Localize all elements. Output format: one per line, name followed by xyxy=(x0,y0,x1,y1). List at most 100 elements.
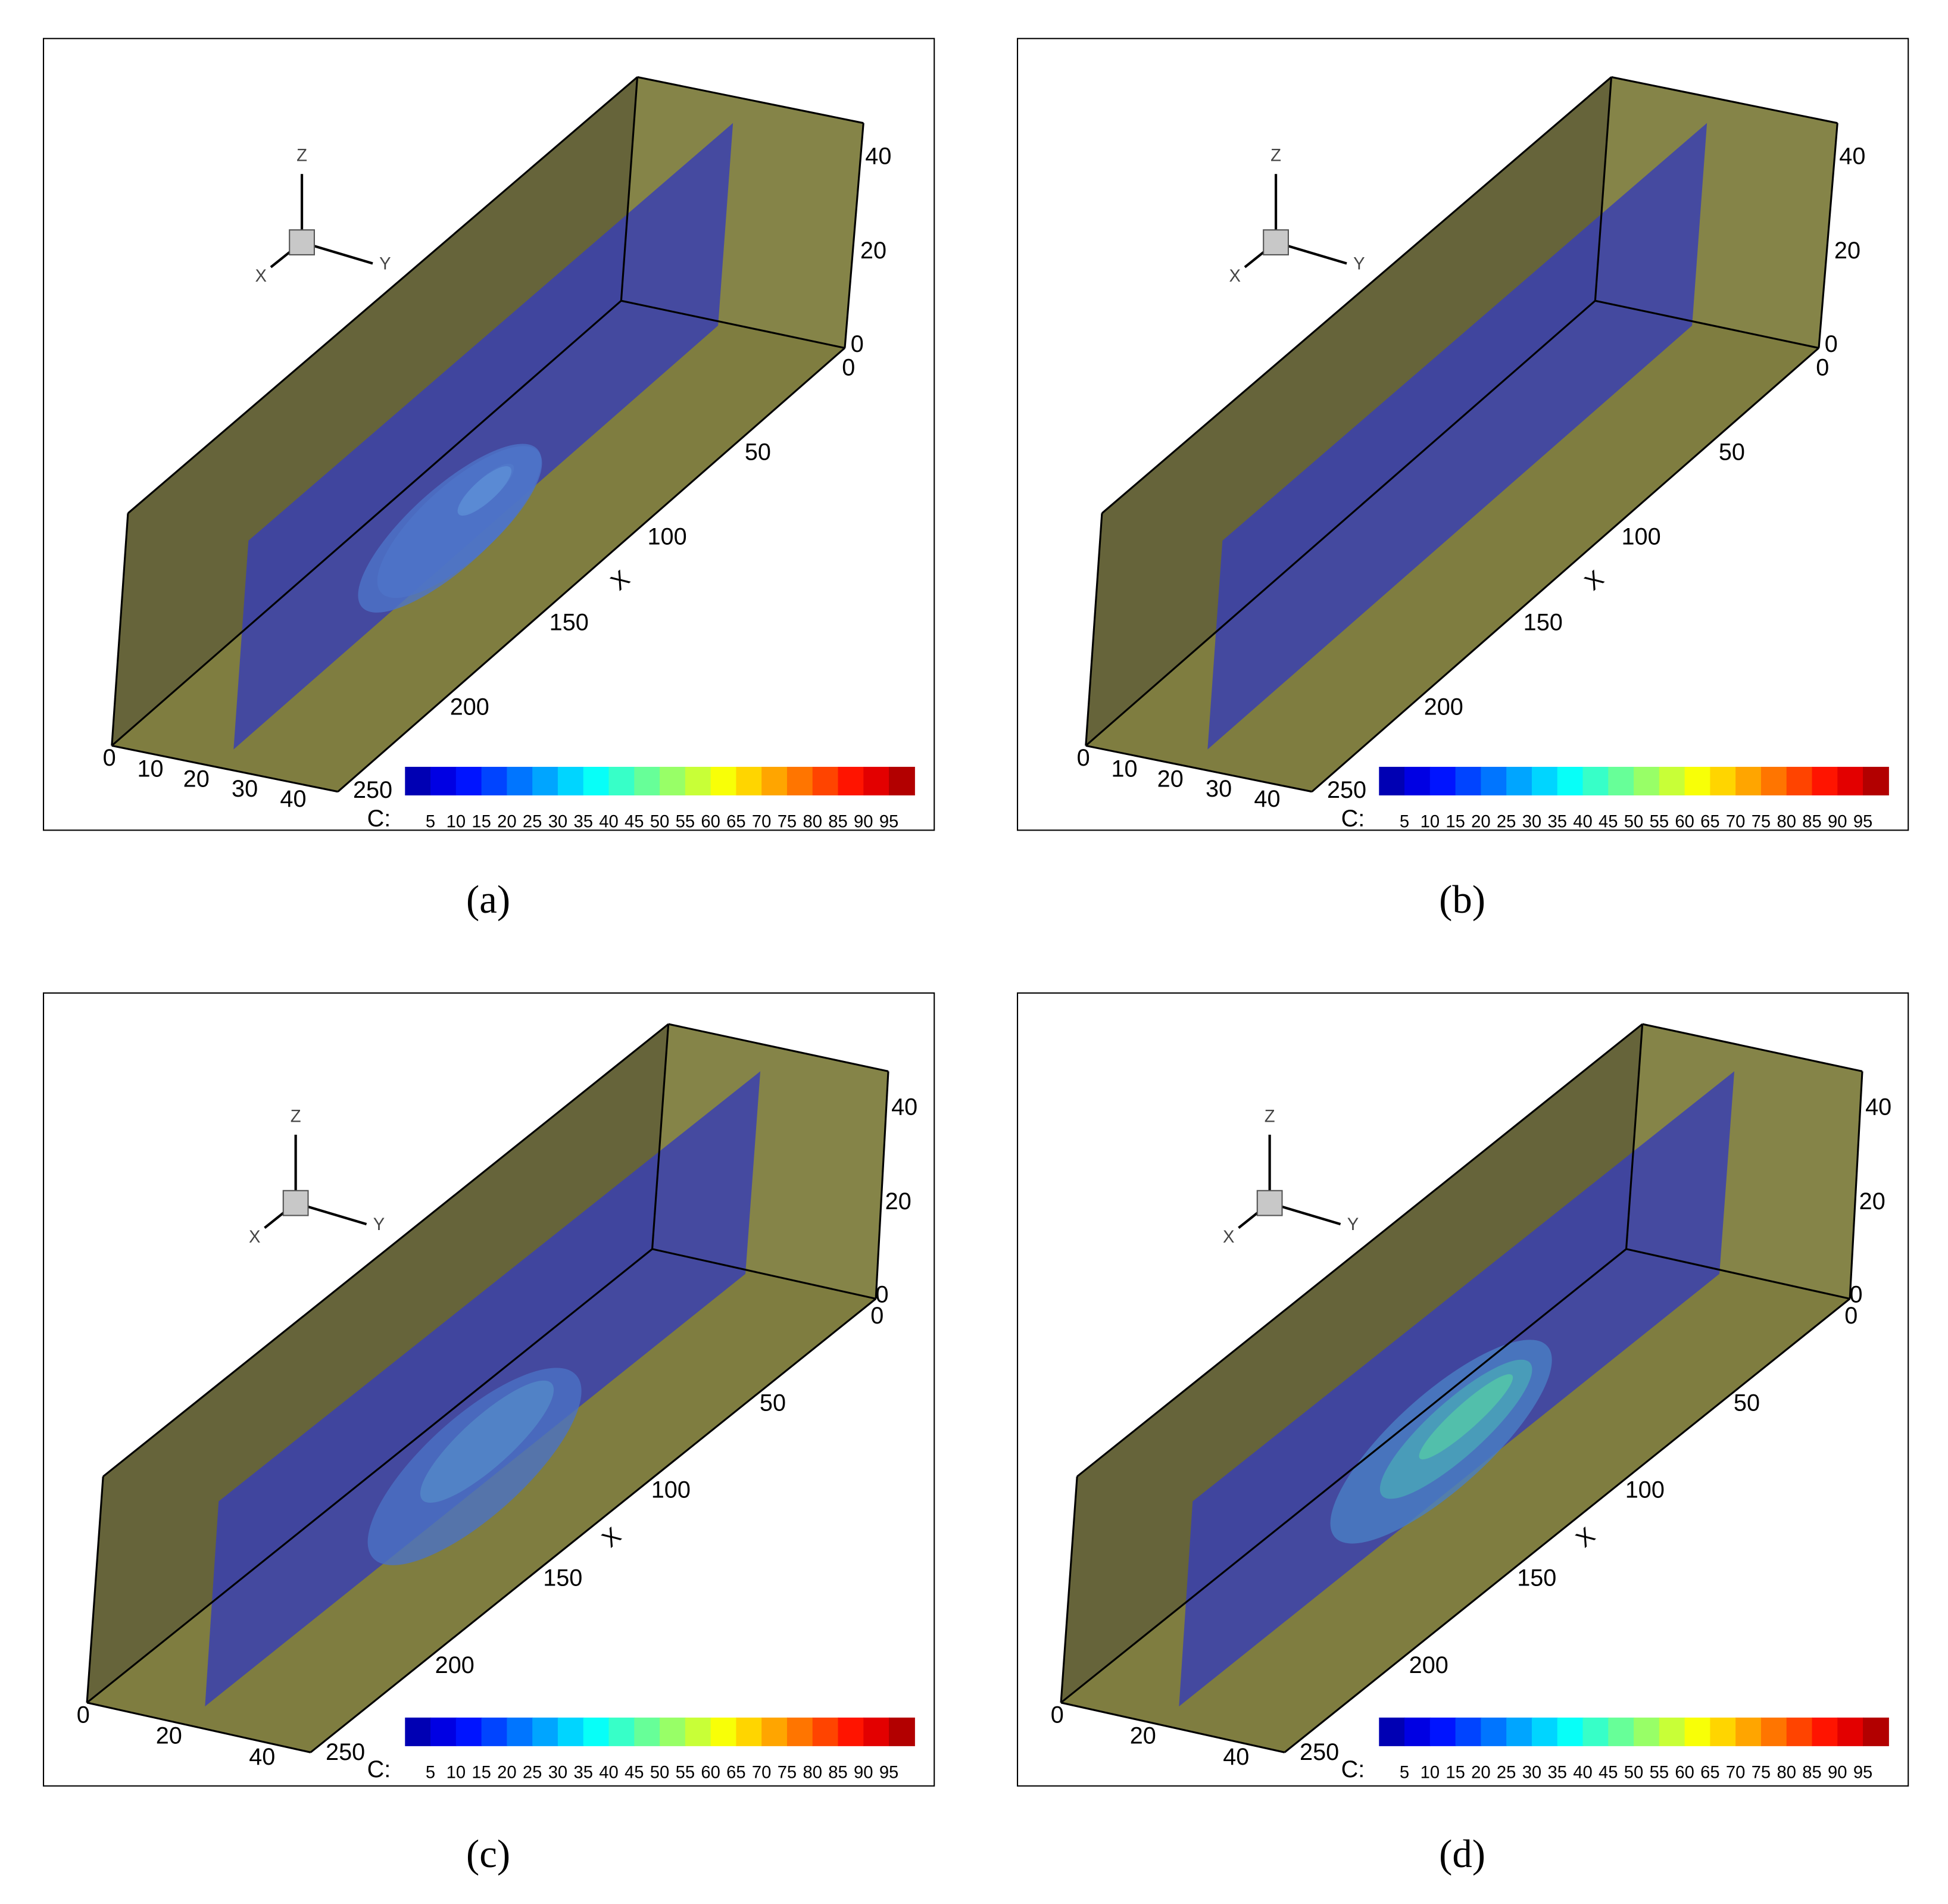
colorbar-label: 10 xyxy=(1421,1763,1440,1783)
colorbar-label: 40 xyxy=(1573,1763,1592,1783)
colorbar-band xyxy=(1659,766,1685,795)
colorbar-label: 40 xyxy=(1573,813,1592,832)
colorbar-label: 35 xyxy=(1547,813,1566,832)
colorbar-band xyxy=(608,1717,635,1746)
colorbar-label: 60 xyxy=(701,813,720,832)
colorbar-band xyxy=(455,1717,482,1746)
colorbar-label: 25 xyxy=(1497,813,1516,832)
colorbar-band xyxy=(736,1717,763,1746)
colorbar-band xyxy=(838,1717,864,1746)
box-edge xyxy=(337,347,846,792)
colorbar-band xyxy=(1837,766,1864,795)
colorbar-band xyxy=(1735,766,1762,795)
colorbar-label: 40 xyxy=(599,1763,618,1783)
colorbar-band xyxy=(481,766,508,795)
colorbar-label: 50 xyxy=(1624,1763,1643,1783)
x-tick-label: 0 xyxy=(842,354,855,380)
colorbar-band xyxy=(1634,766,1660,795)
colorbar-band xyxy=(557,766,584,795)
colorbar-label: 90 xyxy=(854,1763,873,1783)
y-tick-label: 20 xyxy=(183,766,210,792)
colorbar-label: 60 xyxy=(701,1763,720,1783)
colorbar-band xyxy=(1634,1717,1660,1746)
colorbar-label: 95 xyxy=(1853,813,1872,832)
colorbar-band xyxy=(685,1717,711,1746)
y-tick-label: 20 xyxy=(1130,1723,1156,1749)
colorbar-band xyxy=(1429,766,1456,795)
colorbar-band xyxy=(1531,1717,1558,1746)
colorbar-band xyxy=(1812,766,1838,795)
colorbar-label: 50 xyxy=(650,813,669,832)
colorbar-band xyxy=(1786,1717,1813,1746)
colorbar-band xyxy=(1506,1717,1532,1746)
colorbar-band xyxy=(1582,1717,1609,1746)
x-tick-label: 150 xyxy=(1517,1565,1556,1591)
triad-label: X xyxy=(1229,267,1240,286)
box-edge xyxy=(668,1023,889,1072)
x-tick-label: 0 xyxy=(1816,354,1829,380)
colorbar-label: 10 xyxy=(447,1763,466,1783)
colorbar-label: 15 xyxy=(1446,1763,1465,1783)
box-edge xyxy=(1625,1023,1644,1250)
colorbar-band xyxy=(532,766,558,795)
box-edge xyxy=(1085,744,1312,793)
x-tick-label: 250 xyxy=(1327,777,1366,803)
colorbar-band xyxy=(1837,1717,1864,1746)
box-edge xyxy=(652,1248,876,1300)
x-tick-label: 200 xyxy=(435,1652,474,1678)
colorbar-band xyxy=(1582,766,1609,795)
triad-label: Z xyxy=(1270,146,1281,166)
colorbar-label: 55 xyxy=(676,1763,695,1783)
x-tick-label: 200 xyxy=(1409,1652,1448,1678)
box-edge xyxy=(651,1023,670,1250)
colorbar-band xyxy=(532,1717,558,1746)
x-tick-label: 100 xyxy=(651,1477,691,1503)
box-edge xyxy=(111,299,622,747)
colorbar-label: 45 xyxy=(1599,1763,1618,1783)
colorbar-band xyxy=(786,766,813,795)
z-tick-label: 20 xyxy=(885,1188,911,1215)
colorbar-label: 55 xyxy=(1650,813,1669,832)
colorbar-band xyxy=(1863,1717,1889,1746)
colorbar-band xyxy=(1608,766,1635,795)
colorbar-band xyxy=(1812,1717,1838,1746)
colorbar-band xyxy=(1608,1717,1635,1746)
colorbar-label: 80 xyxy=(1777,813,1796,832)
colorbar-band xyxy=(1455,1717,1482,1746)
colorbar-label: 70 xyxy=(752,1763,771,1783)
colorbar-band xyxy=(889,766,915,795)
x-tick-label: 100 xyxy=(1625,1477,1665,1503)
colorbar-band xyxy=(507,766,533,795)
y-tick-label: 0 xyxy=(77,1702,90,1728)
triad-label: Y xyxy=(373,1215,385,1234)
box-edge xyxy=(1594,77,1613,301)
colorbar-band xyxy=(1557,1717,1584,1746)
x-tick-label: 250 xyxy=(353,777,392,803)
box-edge xyxy=(1085,513,1103,746)
colorbar-label: 5 xyxy=(1400,813,1409,832)
y-tick-label: 40 xyxy=(280,786,306,812)
colorbar-label: 10 xyxy=(1421,813,1440,832)
y-tick-label: 10 xyxy=(137,756,163,782)
colorbar-band xyxy=(1786,766,1813,795)
triad-label: X xyxy=(249,1228,260,1247)
colorbar-band xyxy=(634,1717,661,1746)
box-edge xyxy=(1101,76,1612,514)
colorbar-label: 85 xyxy=(1802,813,1821,832)
x-tick-label: 250 xyxy=(1300,1739,1339,1765)
colorbar-label: 55 xyxy=(676,813,695,832)
z-tick-label: 0 xyxy=(1850,1282,1863,1308)
y-tick-label: 20 xyxy=(156,1723,182,1749)
colorbar-label: 30 xyxy=(1522,1763,1541,1783)
box-edge xyxy=(86,1248,653,1704)
x-tick-label: 50 xyxy=(1734,1390,1760,1416)
plume-contour xyxy=(420,1380,554,1503)
x-tick-label: 200 xyxy=(450,694,489,720)
x-tick-label: 50 xyxy=(745,439,771,465)
colorbar-label: 80 xyxy=(1777,1763,1796,1783)
box-edge xyxy=(86,1476,104,1703)
colorbar-band xyxy=(405,766,432,795)
x-tick-label: 50 xyxy=(1719,439,1745,465)
triad-cube xyxy=(1263,229,1289,255)
